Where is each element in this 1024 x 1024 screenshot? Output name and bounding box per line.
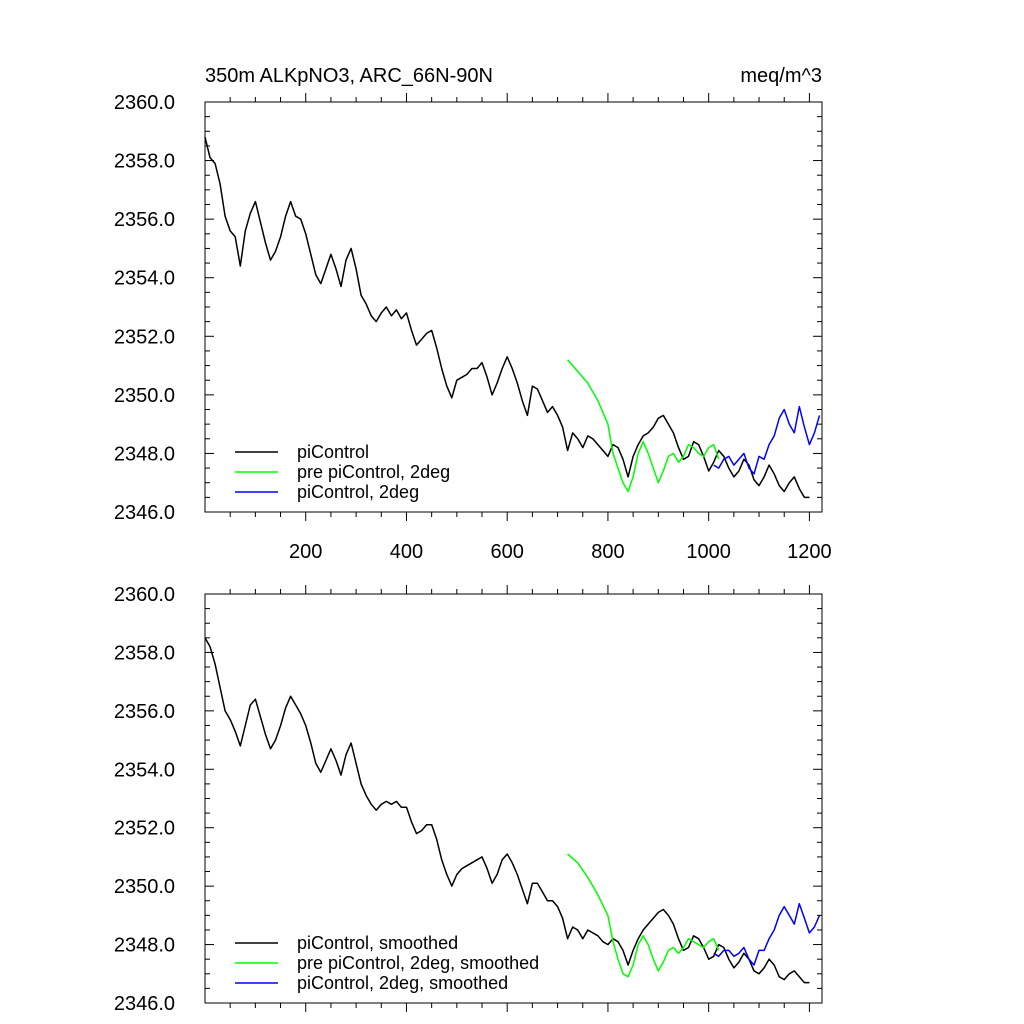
- bottom-panel: 2346.0 2348.0 2350.0 2352.0 2354.0 2356.0 2358…: [114, 584, 823, 1015]
- y-tick-label: 2356.0: [114, 701, 175, 723]
- y-tick-label: 2352.0: [114, 818, 175, 840]
- x-tick-label: 1200: [787, 541, 832, 563]
- series-line: [713, 902, 821, 966]
- legend-label: piControl, 2deg, smoothed: [297, 973, 508, 993]
- series-line: [567, 853, 720, 978]
- y-tick-label: 2356.0: [114, 209, 175, 231]
- y-tick-label: 2358.0: [114, 642, 175, 664]
- y-tick-label: 2360.0: [114, 92, 175, 114]
- y-tick-label: 2358.0: [114, 151, 175, 173]
- y-tick-label: 2348.0: [114, 443, 175, 465]
- series-line: [567, 359, 720, 493]
- legend-label: piControl, smoothed: [297, 933, 458, 953]
- top-panel: 2346.0 2348.0 2350.0 2352.0 2354.0 2356.0 2358…: [114, 65, 832, 563]
- y-tick-label: 2346.0: [114, 502, 175, 524]
- series-line: [204, 136, 810, 499]
- x-tick-label: 1000: [686, 541, 731, 563]
- y-tick-label: 2354.0: [114, 268, 175, 290]
- legend-label: piControl: [297, 442, 369, 462]
- y-tick-label: 2354.0: [114, 759, 175, 781]
- legend-label: pre piControl, 2deg: [297, 462, 450, 482]
- x-tick-label: 200: [289, 541, 322, 563]
- x-tick-label: 600: [491, 541, 524, 563]
- legend-label: piControl, 2deg: [297, 482, 419, 502]
- y-tick-label: 2348.0: [114, 935, 175, 957]
- y-tick-label: 2352.0: [114, 326, 175, 348]
- series-line: [713, 405, 821, 475]
- chart-units: meq/m^3: [740, 65, 822, 87]
- x-tick-label: 400: [390, 541, 423, 563]
- y-tick-label: 2350.0: [114, 385, 175, 407]
- series-line: [204, 637, 810, 984]
- y-tick-label: 2360.0: [114, 584, 175, 606]
- y-tick-label: 2346.0: [114, 993, 175, 1015]
- x-tick-label: 800: [591, 541, 624, 563]
- y-tick-label: 2350.0: [114, 876, 175, 898]
- legend-label: pre piControl, 2deg, smoothed: [297, 953, 539, 973]
- chart-title: 350m ALKpNO3, ARC_66N-90N: [205, 65, 493, 87]
